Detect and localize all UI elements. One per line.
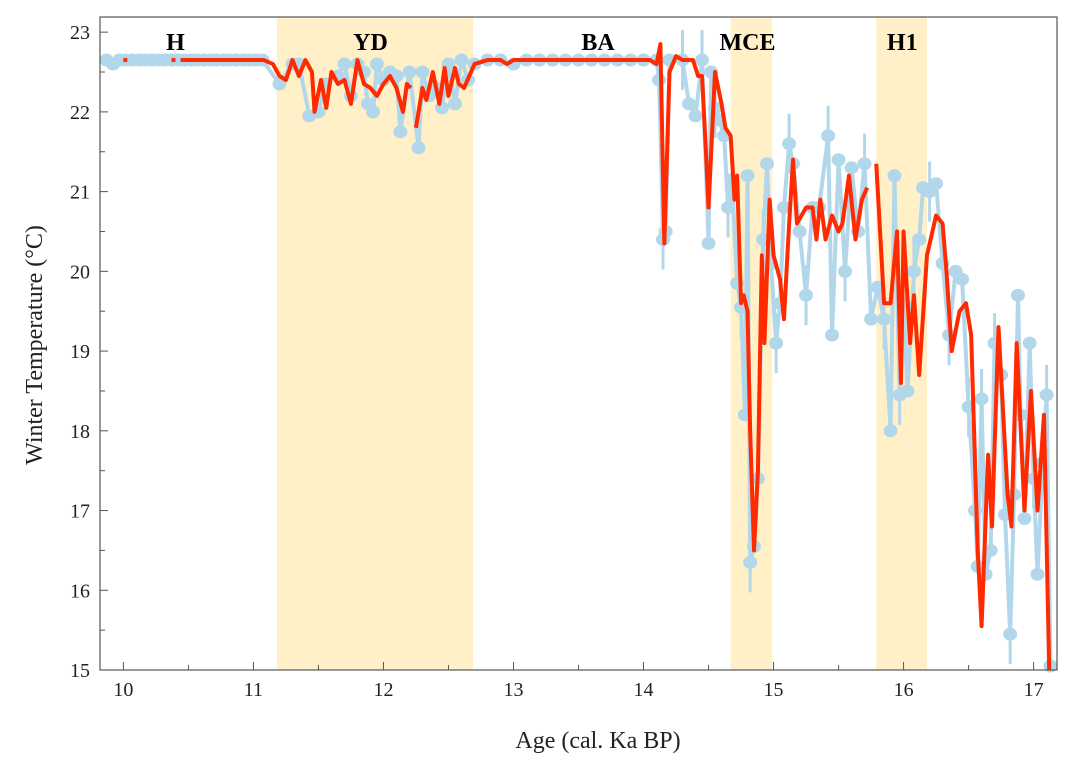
data-point <box>883 424 898 438</box>
data-point <box>1010 288 1025 302</box>
period-labels: H YD BA MCE H1 <box>166 30 918 56</box>
data-point <box>844 161 859 175</box>
data-point <box>857 157 872 171</box>
data-point <box>769 336 784 350</box>
y-tick-label: 18 <box>70 421 90 443</box>
x-tick-label: 15 <box>764 679 784 701</box>
band-yd <box>276 17 474 670</box>
y-tick-label: 20 <box>70 261 90 283</box>
y-tick-label: 19 <box>70 341 90 363</box>
data-point <box>782 137 797 151</box>
y-tick-label: 16 <box>70 580 90 602</box>
x-tick-label: 11 <box>244 679 263 701</box>
data-point <box>743 555 758 569</box>
y-tick-label: 21 <box>70 182 90 204</box>
x-tick-label: 16 <box>894 679 914 701</box>
data-point <box>760 157 775 171</box>
data-point <box>983 543 998 557</box>
data-point <box>825 328 840 342</box>
y-tick-label: 15 <box>70 660 90 682</box>
data-point <box>821 129 836 143</box>
data-point <box>799 288 814 302</box>
data-point <box>877 312 892 326</box>
data-point <box>688 109 703 123</box>
period-label-h: H <box>166 30 185 56</box>
data-point <box>1039 388 1054 402</box>
period-label-h1: H1 <box>887 30 918 56</box>
x-axis-label: Age (cal. Ka BP) <box>515 728 680 754</box>
x-tick-label: 13 <box>503 679 523 701</box>
data-point <box>1017 512 1032 526</box>
x-tick-label: 14 <box>634 679 654 701</box>
data-point <box>792 224 807 238</box>
period-label-yd: YD <box>353 30 388 56</box>
data-point <box>402 65 417 79</box>
data-point <box>695 53 710 67</box>
data-point <box>955 272 970 286</box>
data-point <box>411 141 426 155</box>
data-point <box>454 53 469 67</box>
data-point <box>929 177 944 191</box>
data-point <box>887 169 902 183</box>
data-point <box>447 97 462 111</box>
data-point <box>776 201 791 215</box>
data-point <box>721 201 736 215</box>
data-point <box>682 97 697 111</box>
data-point <box>272 77 287 91</box>
x-tick-label: 12 <box>373 679 393 701</box>
data-point <box>838 264 853 278</box>
data-point <box>1003 627 1018 641</box>
smooth-line-segment <box>874 163 1052 671</box>
period-label-ba: BA <box>581 30 615 56</box>
data-point <box>393 125 408 139</box>
data-point <box>1030 567 1045 581</box>
data-point <box>1022 336 1037 350</box>
y-axis-label: Winter Temperature (°C) <box>22 225 48 465</box>
x-tick-label: 10 <box>113 679 133 701</box>
data-point <box>906 264 921 278</box>
smoothed-line-series <box>123 42 1052 671</box>
y-tick-label: 23 <box>70 22 90 44</box>
smooth-line-segment <box>180 58 413 114</box>
y-tick-label: 17 <box>70 501 90 523</box>
axes: 10 11 12 13 14 15 16 17 15 16 17 18 19 20 21 22 23 <box>70 16 1058 701</box>
data-point <box>369 57 384 71</box>
data-point <box>434 101 449 115</box>
data-point <box>831 153 846 167</box>
data-point <box>415 65 430 79</box>
data-point <box>864 312 879 326</box>
y-tick-label: 22 <box>70 102 90 124</box>
smooth-line-segment <box>413 42 869 553</box>
data-point <box>701 236 716 250</box>
period-label-mce: MCE <box>720 30 776 56</box>
data-point <box>974 392 989 406</box>
data-point <box>740 169 755 183</box>
data-point <box>366 105 381 119</box>
data-point <box>337 57 352 71</box>
x-tick-label: 17 <box>1024 679 1044 701</box>
data-point <box>912 232 927 246</box>
data-point <box>900 384 915 398</box>
